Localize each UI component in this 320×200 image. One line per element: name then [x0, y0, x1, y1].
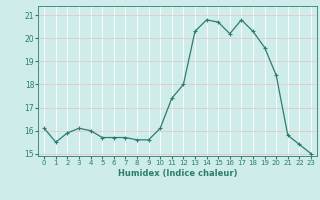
- X-axis label: Humidex (Indice chaleur): Humidex (Indice chaleur): [118, 169, 237, 178]
